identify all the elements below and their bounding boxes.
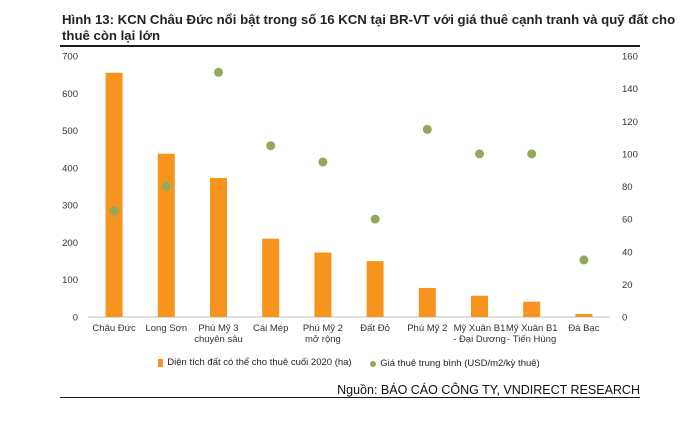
price-point xyxy=(109,206,119,216)
combo-chart: 0 100 200 300 400 500 600 700 0 20 40 60 80 100 120 140… xyxy=(62,52,638,346)
category-label: Phú Mỹ 2 xyxy=(407,323,447,334)
legend-dot-swatch xyxy=(370,360,377,367)
price-point xyxy=(422,124,432,134)
left-axis-tick-label: 600 xyxy=(62,89,78,100)
bar xyxy=(471,295,488,317)
left-axis-tick-label: 200 xyxy=(62,238,78,249)
category-label: - Đại Dương xyxy=(453,334,506,345)
bar xyxy=(314,252,332,317)
legend-label-price: Giá thuê trung bình (USD/m2/kỳ thuê) xyxy=(380,358,540,369)
price-point xyxy=(318,157,328,167)
left-axis-tick-label: 400 xyxy=(62,163,78,174)
price-point xyxy=(266,141,276,151)
bar xyxy=(157,153,175,317)
left-axis-tick-label: 700 xyxy=(62,52,78,63)
chart-title: Hình 13: KCN Châu Đức nổi bật trong số 1… xyxy=(62,12,676,43)
category-label: Long Sơn xyxy=(145,323,187,334)
left-axis-tick-label: 300 xyxy=(62,201,78,212)
legend-bar-swatch xyxy=(158,358,164,367)
right-axis-tick-label: 120 xyxy=(622,117,638,128)
legend-item-price: Giá thuê trung bình (USD/m2/kỳ thuê) xyxy=(370,358,540,369)
bar xyxy=(418,287,436,317)
right-axis-tick-label: 140 xyxy=(622,84,638,95)
bar xyxy=(105,72,123,318)
legend-item-area: Diện tích đất có thể cho thuê cuối 2020 … xyxy=(158,357,352,368)
source-note: Nguồn: BÁO CÁO CÔNG TY, VNDIRECT RESEARC… xyxy=(337,383,640,397)
category-label: Đá Bạc xyxy=(568,323,599,334)
price-point xyxy=(370,214,380,224)
price-point xyxy=(527,149,537,159)
category-label: Phú Mỹ 2 xyxy=(303,323,343,334)
left-axis-tick-label: 500 xyxy=(62,126,78,137)
bar xyxy=(210,177,227,317)
price-point xyxy=(161,182,171,191)
category-label: mở rộng xyxy=(305,334,341,345)
price-point xyxy=(214,67,223,77)
right-axis-tick-label: 0 xyxy=(622,313,627,324)
price-point xyxy=(475,149,484,159)
right-axis-tick-label: 80 xyxy=(622,182,633,193)
category-label: Đất Đỏ xyxy=(360,323,390,334)
category-label: Mỹ Xuân B1 xyxy=(506,323,558,334)
category-label: - Tiến Hùng xyxy=(507,334,556,345)
category-label: Phú Mỹ 3 xyxy=(198,323,238,334)
category-label: chuyên sâu xyxy=(194,334,243,345)
right-axis-tick-label: 60 xyxy=(622,215,633,226)
right-axis-tick-label: 40 xyxy=(622,247,633,258)
right-axis-tick-label: 20 xyxy=(622,280,633,291)
right-axis-tick-label: 100 xyxy=(622,149,638,160)
legend: Diện tích đất có thể cho thuê cuối 2020 … xyxy=(0,357,698,370)
source-rule xyxy=(60,397,640,398)
legend-label-area: Diện tích đất có thể cho thuê cuối 2020 … xyxy=(167,357,352,368)
left-axis-tick-label: 0 xyxy=(73,313,78,324)
bar xyxy=(575,314,593,317)
category-label: Mỹ Xuân B1 xyxy=(454,323,506,334)
right-axis-tick-label: 160 xyxy=(622,52,638,63)
title-rule xyxy=(60,45,640,47)
bar xyxy=(262,238,280,317)
bar xyxy=(366,261,384,317)
bar xyxy=(523,301,541,317)
left-axis-tick-label: 100 xyxy=(62,275,78,286)
category-label: Châu Đức xyxy=(92,323,136,334)
category-label: Cái Mép xyxy=(253,323,288,334)
price-point xyxy=(579,255,589,265)
